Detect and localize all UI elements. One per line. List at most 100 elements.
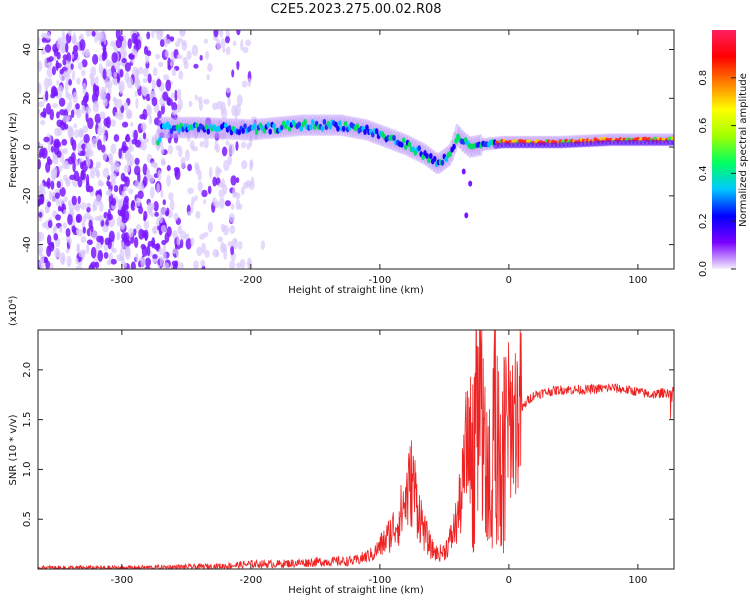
spectrogram-noise-blob <box>188 100 193 107</box>
snr-x-tick-label: 100 <box>628 575 647 586</box>
spectrogram-noise-blob <box>222 225 230 236</box>
spectrogram-noise-blob <box>160 189 164 198</box>
spectrogram-noise-blob <box>41 147 48 159</box>
spectrogram-noise-blob <box>67 30 72 36</box>
spectrogram-noise-blob <box>77 195 81 205</box>
spectrogram-y-tick-label: 40 <box>22 43 33 56</box>
spectrogram-noise-blob <box>222 243 228 253</box>
spectrogram-noise-blob <box>111 197 117 207</box>
spectrogram-noise-blob <box>227 155 233 165</box>
spectrogram-noise-blob <box>225 140 230 146</box>
spectrogram-noise-blob <box>86 202 91 209</box>
spectrogram-noise-blob <box>153 201 159 212</box>
spectrogram-noise-blob <box>134 157 140 166</box>
spectrogram-noise-blob <box>218 189 225 198</box>
spectrogram-noise-blob <box>166 165 171 172</box>
spectrogram-ridge-core <box>341 125 346 132</box>
spectrogram-noise-blob <box>100 30 106 42</box>
spectrogram-noise-blob <box>102 68 107 80</box>
spectrogram-noise-blob <box>111 247 117 254</box>
spectrogram-noise-blob <box>123 186 129 192</box>
spectrogram-ridge-core <box>310 119 315 126</box>
spectrogram-noise-blob <box>212 197 218 206</box>
spectrogram-noise-blob <box>164 36 168 48</box>
spectrogram-y-ticks: -40 -20 0 20 40 <box>22 43 674 253</box>
spectrogram-noise-blob <box>203 231 209 238</box>
spectrogram-noise-blob <box>38 198 43 205</box>
spectrogram-noise-blob <box>215 143 221 153</box>
spectrogram-noise-blob <box>142 77 148 84</box>
spectrogram-noise-blob <box>58 165 63 173</box>
spectrogram-noise-blob <box>124 239 132 247</box>
spectrogram-noise-blob <box>102 46 107 56</box>
snr-series-line <box>38 330 674 569</box>
spectrogram-noise-blob <box>166 226 172 238</box>
spectrogram-noise-blob <box>84 91 89 101</box>
spectrogram-noise-blob <box>166 39 171 45</box>
spectrogram-noise-blob <box>81 104 86 114</box>
spectrogram-ridge-core <box>363 129 367 136</box>
spectrogram-noise-blob <box>135 98 139 109</box>
spectrogram-noise-blob <box>63 196 68 203</box>
spectrogram-noise-blob <box>48 242 55 252</box>
spectrogram-noise-blob <box>82 226 86 234</box>
spectrogram-noise-blob <box>41 222 48 228</box>
spectrogram-noise-blob <box>180 230 187 240</box>
spectrogram-noise-blob <box>229 260 236 269</box>
spectrogram-ridge-core <box>374 128 379 135</box>
spectrogram-noise-blob <box>198 100 203 112</box>
spectrogram-noise-blob <box>249 159 254 168</box>
spectrogram-ridge-core <box>448 150 452 157</box>
spectrogram-noise-blob <box>147 73 152 84</box>
spectrogram-ridge-core <box>223 122 228 129</box>
spectrogram-ridge-halo <box>302 114 309 137</box>
spectrogram-noise-blob <box>142 88 148 96</box>
spectrogram-noise-blob <box>44 205 50 214</box>
spectrogram-noise-blob <box>70 63 74 71</box>
spectrogram-noise-blob <box>138 181 145 193</box>
spectrogram-noise-blob <box>97 215 104 222</box>
spectrogram-noise-blob <box>82 125 89 133</box>
spectrogram-noise-blob <box>148 114 153 125</box>
spectrogram-noise-blob <box>76 242 80 255</box>
spectrogram-noise-blob <box>121 232 128 241</box>
spectrogram-stray-blob <box>461 168 466 175</box>
spectrogram-noise-blob <box>173 133 179 144</box>
spectrogram-noise-blob <box>130 261 136 269</box>
spectrogram-noise-blob <box>128 188 134 195</box>
snr-y-tick-label: 2.0 <box>22 362 33 378</box>
spectrogram-noise-blob <box>102 151 108 162</box>
spectrogram-noise-blob <box>45 102 51 115</box>
spectrogram-noise-blob <box>117 199 123 211</box>
spectrogram-noise-blob <box>121 121 129 128</box>
spectrogram-noise-blob <box>49 108 55 121</box>
spectrogram-noise-blob <box>162 199 166 206</box>
spectrogram-ridge-core <box>401 137 406 144</box>
spectrogram-stray-blob <box>464 212 469 219</box>
spectrogram-noise-blob <box>47 220 53 229</box>
spectrogram-noise-blob <box>137 190 144 200</box>
spectrogram-noise-blob <box>143 220 150 230</box>
spectrogram-noise-blob <box>146 31 151 40</box>
spectrogram-noise-blob <box>240 141 247 149</box>
spectrogram-noise-blob <box>146 105 152 117</box>
spectrogram-y-tick-label: -20 <box>22 188 33 204</box>
spectrogram-noise-blob <box>133 129 138 141</box>
spectrogram-noise-blob <box>135 68 140 78</box>
spectrogram-noise-blob <box>146 168 151 180</box>
spectrogram-noise-blob <box>148 175 155 183</box>
spectrogram-noise-blob <box>172 230 178 239</box>
spectrogram-noise-blob <box>47 201 52 208</box>
spectrogram-noise-blob <box>58 97 66 107</box>
spectrogram-noise-blob <box>124 62 131 72</box>
spectrogram-frame <box>37 29 675 270</box>
spectrogram-noise-blob <box>131 200 135 209</box>
spectrogram-noise-blob <box>146 50 152 57</box>
spectrogram-noise-blob <box>38 141 41 151</box>
spectrogram-noise-blob <box>197 169 202 181</box>
snr-x-tick-label: -300 <box>111 575 134 586</box>
spectrogram-noise-blob <box>161 239 167 246</box>
spectrogram-noise-blob <box>102 167 110 178</box>
spectrogram-ridge-core <box>392 135 396 142</box>
spectrogram-ridge-core <box>297 121 302 128</box>
